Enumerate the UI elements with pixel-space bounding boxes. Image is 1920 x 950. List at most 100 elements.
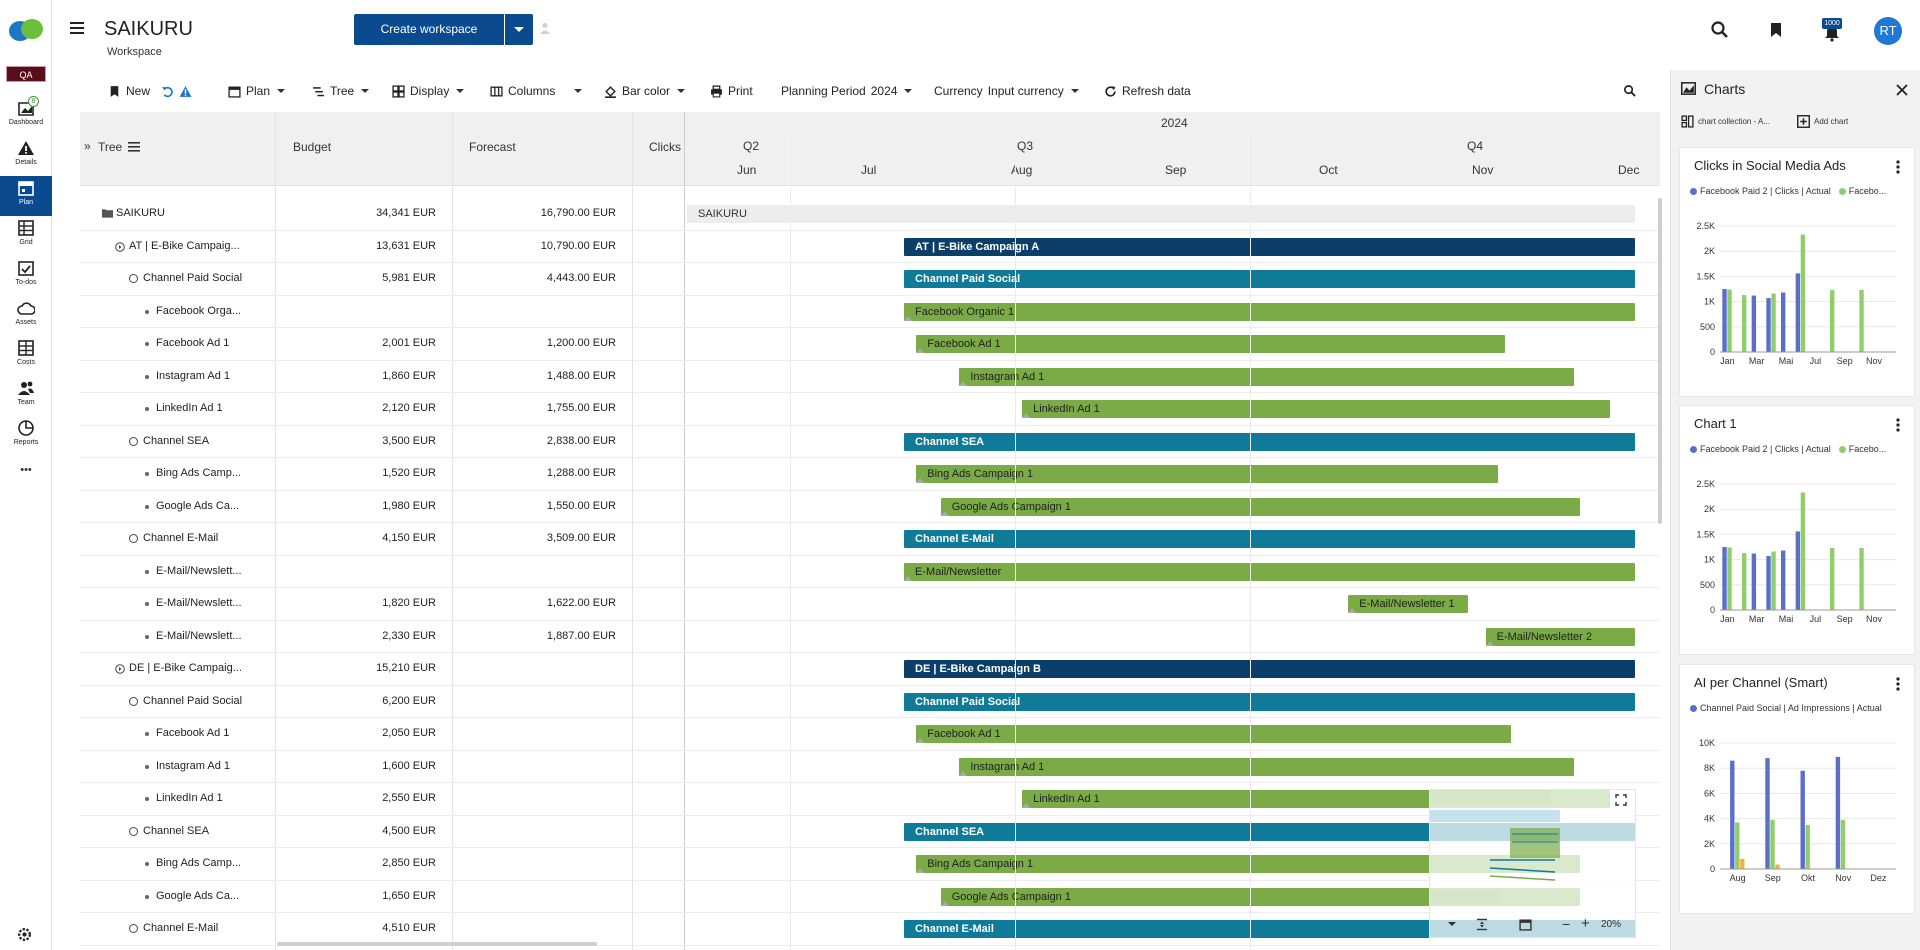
- refresh-data-button[interactable]: Refresh data: [1104, 83, 1191, 99]
- more-vertical-icon[interactable]: [1896, 677, 1900, 691]
- rail-item-details[interactable]: Details: [0, 136, 52, 176]
- table-row[interactable]: Instagram Ad 1 1,600 EUR Instagram Ad 1: [80, 751, 1660, 783]
- table-row[interactable]: E-Mail/Newslett... 1,820 EUR 1,622.00 EUR E…: [80, 588, 1660, 621]
- bar-mark[interactable]: [1781, 292, 1786, 352]
- expand-toggle-icon[interactable]: [129, 436, 138, 446]
- start-marker-icon[interactable]: [916, 738, 925, 743]
- budget-cell[interactable]: 6,200 EUR: [382, 694, 436, 707]
- undo-icon[interactable]: [161, 85, 174, 98]
- bar-mark[interactable]: [1771, 293, 1776, 352]
- table-row[interactable]: DE | E-Bike Campaig... 15,210 EUR DE | E-B…: [80, 653, 1660, 686]
- bar-color-dropdown[interactable]: Bar color: [604, 83, 686, 99]
- gantt-bar[interactable]: LinkedIn Ad 1: [1022, 400, 1611, 418]
- gantt-bar[interactable]: Facebook Organic 1: [904, 302, 1635, 321]
- bar-mark[interactable]: [1775, 864, 1780, 869]
- budget-cell[interactable]: 2,050 EUR: [382, 727, 436, 739]
- budget-cell[interactable]: 4,150 EUR: [382, 532, 436, 544]
- table-row[interactable]: Google Ads Ca... 1,980 EUR 1,550.00 EUR Goo…: [80, 491, 1660, 523]
- forecast-cell[interactable]: 1,755.00 EUR: [546, 402, 616, 414]
- gantt-bar[interactable]: Channel SEA: [904, 432, 1635, 451]
- collapse-icon[interactable]: [115, 241, 125, 252]
- vertical-scrollbar[interactable]: [1658, 198, 1662, 524]
- chart-card[interactable]: Clicks in Social Media Ads Facebook Paid …: [1679, 147, 1915, 397]
- bar-mark[interactable]: [1722, 289, 1727, 352]
- rail-item-costs[interactable]: Costs: [0, 336, 52, 376]
- bar-mark[interactable]: [1805, 824, 1810, 869]
- bar-mark[interactable]: [1740, 858, 1745, 869]
- gantt-bar[interactable]: Facebook Ad 1: [916, 335, 1505, 353]
- gantt-bar[interactable]: Bing Ads Campaign 1: [916, 465, 1499, 483]
- more-icon[interactable]: •••: [20, 464, 32, 476]
- rail-item-grid[interactable]: Grid: [0, 216, 52, 256]
- gantt-bar[interactable]: DE | E-Bike Campaign B: [904, 660, 1635, 678]
- expand-icon[interactable]: »: [84, 139, 91, 153]
- bar-mark[interactable]: [1781, 550, 1786, 610]
- menu-icon[interactable]: [128, 142, 140, 152]
- bar-mark[interactable]: [1800, 770, 1805, 869]
- gantt-bar[interactable]: AT | E-Bike Campaign A: [904, 237, 1635, 256]
- budget-cell[interactable]: 1,860 EUR: [382, 369, 436, 382]
- start-marker-icon[interactable]: [904, 315, 913, 321]
- budget-cell[interactable]: 1,600 EUR: [382, 759, 436, 772]
- forecast-cell[interactable]: 1,200.00 EUR: [546, 337, 616, 349]
- search-icon[interactable]: [1623, 84, 1636, 97]
- bar-mark[interactable]: [1727, 289, 1732, 353]
- table-row[interactable]: Facebook Ad 1 2,001 EUR 1,200.00 EUR Facebo…: [80, 328, 1660, 361]
- gantt-bar[interactable]: Google Ads Campaign 1: [940, 497, 1580, 516]
- table-row[interactable]: Bing Ads Camp... 1,520 EUR 1,288.00 EUR Bin…: [80, 458, 1660, 491]
- warning-icon[interactable]: [179, 85, 192, 98]
- gantt-bar[interactable]: E-Mail/Newsletter 1: [1348, 595, 1468, 613]
- budget-cell[interactable]: 34,341 EUR: [376, 207, 436, 219]
- rail-item-reports[interactable]: Reports: [0, 416, 52, 456]
- bar-mark[interactable]: [1830, 290, 1835, 352]
- rail-item-to-dos[interactable]: To-dos: [0, 256, 52, 296]
- gantt-bar[interactable]: Channel E-Mail: [904, 530, 1635, 548]
- chart-card[interactable]: Chart 1 Facebook Paid 2 | Clicks | Actual…: [1679, 405, 1915, 655]
- gantt-bar[interactable]: Facebook Ad 1: [916, 725, 1511, 743]
- expand-toggle-icon[interactable]: [129, 274, 138, 283]
- gantt-bar[interactable]: Bing Ads Campaign 1: [916, 855, 1580, 873]
- gantt-bar[interactable]: Channel Paid Social: [904, 270, 1635, 288]
- bell-icon[interactable]: [1822, 22, 1842, 42]
- budget-cell[interactable]: 2,001 EUR: [382, 337, 436, 349]
- bar-mark[interactable]: [1730, 760, 1735, 869]
- table-row[interactable]: Facebook Orga... Facebook Organic 1: [80, 296, 1660, 328]
- rail-item-dashboard[interactable]: Dashboard 8: [0, 96, 52, 136]
- fit-height-icon[interactable]: [1476, 918, 1488, 931]
- bar-mark[interactable]: [1795, 273, 1801, 352]
- budget-cell[interactable]: 1,520 EUR: [382, 467, 436, 479]
- plan-dropdown[interactable]: Plan: [228, 83, 286, 99]
- legend-item[interactable]: Channel Paid Social | Ad Impressions | A…: [1690, 703, 1882, 713]
- rail-item-assets[interactable]: Assets: [0, 296, 52, 336]
- start-marker-icon[interactable]: [1022, 803, 1031, 808]
- forecast-cell[interactable]: 1,622.00 EUR: [546, 597, 616, 609]
- forecast-column-header[interactable]: Forecast: [469, 140, 516, 154]
- tree-dropdown[interactable]: Tree: [312, 83, 370, 99]
- forecast-cell[interactable]: 10,790.00 EUR: [540, 239, 616, 252]
- bar-mark[interactable]: [1766, 298, 1771, 352]
- budget-cell[interactable]: 2,550 EUR: [382, 792, 436, 804]
- gantt-bar[interactable]: E-Mail/Newsletter 2: [1485, 627, 1635, 646]
- chevron-down-icon[interactable]: [1448, 922, 1456, 926]
- table-row[interactable]: Channel E-Mail 4,510 EUR Channel E-Mail: [80, 913, 1660, 946]
- table-row[interactable]: Channel E-Mail 4,150 EUR 3,509.00 EUR Chann…: [80, 523, 1660, 556]
- gantt-bar[interactable]: E-Mail/Newsletter: [904, 562, 1635, 581]
- forecast-cell[interactable]: 3,509.00 EUR: [546, 532, 616, 544]
- start-marker-icon[interactable]: [916, 478, 925, 483]
- start-marker-icon[interactable]: [904, 575, 913, 581]
- start-marker-icon[interactable]: [959, 380, 968, 386]
- budget-cell[interactable]: 1,980 EUR: [382, 499, 436, 512]
- budget-cell[interactable]: 2,120 EUR: [382, 402, 436, 414]
- collapse-icon[interactable]: [115, 664, 125, 674]
- rail-item-team[interactable]: Team: [0, 376, 52, 416]
- table-row[interactable]: Bing Ads Camp... 2,850 EUR Bing Ads Campai…: [80, 848, 1660, 881]
- forecast-cell[interactable]: 2,838.00 EUR: [546, 434, 616, 447]
- forecast-cell[interactable]: 1,887.00 EUR: [546, 629, 616, 642]
- avatar[interactable]: RT: [1874, 17, 1902, 45]
- bar-mark[interactable]: [1751, 553, 1757, 610]
- new-button[interactable]: New: [108, 83, 192, 99]
- clicks-column-header[interactable]: Clicks: [649, 140, 681, 154]
- legend-item[interactable]: Facebook Paid 2 | Clicks | Actual: [1690, 444, 1831, 454]
- forecast-cell[interactable]: 1,550.00 EUR: [546, 499, 616, 512]
- bar-mark[interactable]: [1765, 758, 1770, 869]
